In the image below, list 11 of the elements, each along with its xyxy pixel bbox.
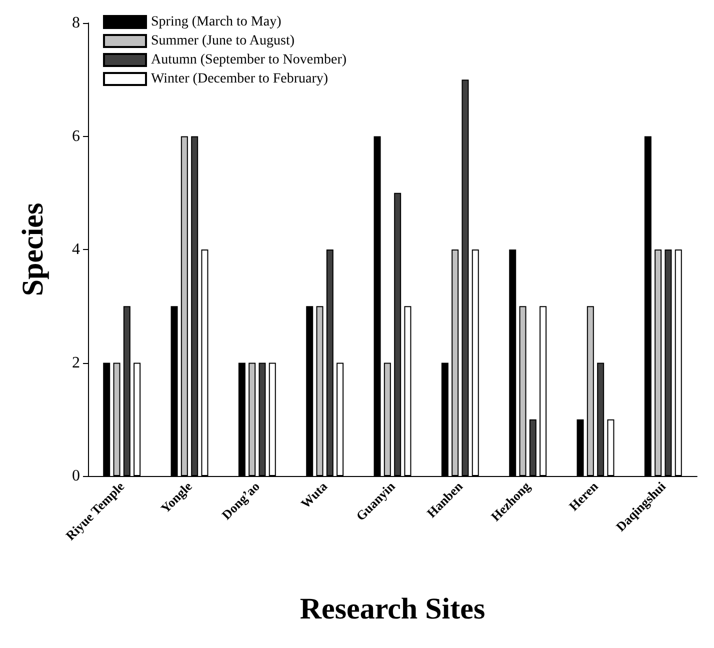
y-tick-label: 4 xyxy=(72,241,80,258)
y-tick-label: 0 xyxy=(72,468,80,484)
legend-label: Winter (December to February) xyxy=(151,72,328,86)
y-tick-label: 6 xyxy=(72,128,80,145)
y-tick-label: 8 xyxy=(72,14,80,32)
y-axis-title: Species xyxy=(16,202,50,296)
y-tick-label: 2 xyxy=(72,354,80,372)
x-axis-title: Research Sites xyxy=(300,592,486,626)
legend-label: Summer (June to August) xyxy=(151,34,295,48)
legend-label: Spring (March to May) xyxy=(151,14,282,30)
legend-label: Autumn (September to November) xyxy=(151,52,347,68)
